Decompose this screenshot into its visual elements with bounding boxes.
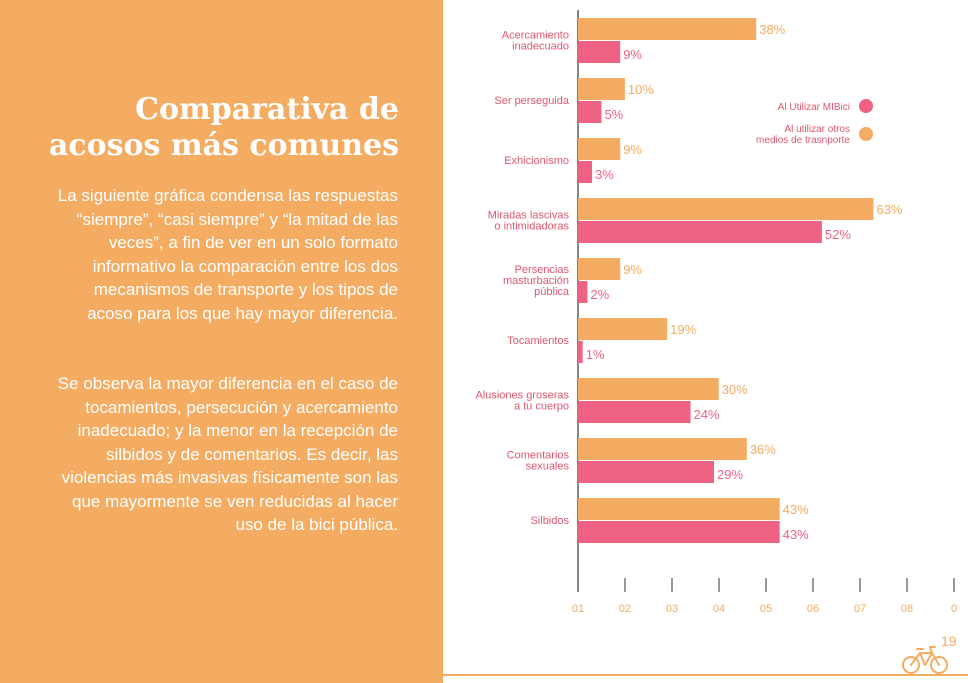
bar-otros-medios <box>578 18 757 40</box>
bar-mibici <box>578 341 583 363</box>
data-label-otros-medios: 9% <box>623 262 642 277</box>
bar-otros-medios <box>578 438 747 460</box>
category-label: Ser perseguida <box>494 95 569 107</box>
category-label: Comentarios <box>507 450 570 462</box>
intro-paragraph: La siguiente gráfica condensa las respue… <box>57 186 398 323</box>
data-label-mibici: 9% <box>623 47 642 62</box>
bar-mibici <box>578 461 715 483</box>
category-label: sexuales <box>526 461 570 473</box>
data-label-mibici: 1% <box>586 347 605 362</box>
category-label: a tu cuerpo <box>514 401 569 413</box>
legend-label-otros-medios: medios de trasnporte <box>756 135 850 146</box>
x-tick-label: 07 <box>854 603 866 615</box>
category-label: inadecuado <box>512 41 569 53</box>
category-label: Tocamientos <box>507 335 569 347</box>
data-label-mibici: 43% <box>783 527 809 542</box>
data-label-otros-medios: 10% <box>628 82 654 97</box>
category-label: Silbidos <box>530 515 569 527</box>
data-label-mibici: 52% <box>825 227 851 242</box>
bar-otros-medios <box>578 378 719 400</box>
page-number: 19 <box>941 633 957 649</box>
data-label-otros-medios: 63% <box>876 202 902 217</box>
bottom-divider <box>443 674 968 676</box>
bar-mibici <box>578 281 588 303</box>
left-panel: Comparativa de acosos más comunes La sig… <box>0 0 443 683</box>
data-label-otros-medios: 9% <box>623 142 642 157</box>
category-label: Exhicionismo <box>504 155 569 167</box>
category-label: masturbación <box>503 275 569 287</box>
data-label-mibici: 2% <box>590 287 609 302</box>
conclusion-paragraph: Se observa la mayor diferencia en el cas… <box>57 374 398 534</box>
x-tick-label: 02 <box>619 603 631 615</box>
legend-marker-otros-medios <box>859 127 873 141</box>
bar-mibici <box>578 401 691 423</box>
bar-otros-medios <box>578 78 625 100</box>
data-label-otros-medios: 30% <box>722 382 748 397</box>
category-label: Acercamiento <box>502 30 569 42</box>
data-label-mibici: 29% <box>717 467 743 482</box>
data-label-mibici: 5% <box>604 107 623 122</box>
category-label: Miradas lascivas <box>488 210 570 222</box>
x-tick-label: 04 <box>713 603 725 615</box>
bar-otros-medios <box>578 318 668 340</box>
x-tick-label: 06 <box>807 603 819 615</box>
bar-otros-medios <box>578 498 780 520</box>
legend-label-otros-medios: Al utilizar otros <box>784 124 850 135</box>
bar-otros-medios <box>578 138 621 160</box>
data-label-mibici: 24% <box>694 407 720 422</box>
bar-mibici <box>578 521 780 543</box>
data-label-otros-medios: 38% <box>759 22 785 37</box>
bar-mibici <box>578 41 621 63</box>
bar-otros-medios <box>578 198 874 220</box>
bar-mibici <box>578 161 593 183</box>
legend-label-mibici: Al Utilizar MIBici <box>778 102 850 113</box>
bicycle-icon <box>902 646 948 674</box>
category-label: pública <box>534 286 570 298</box>
data-label-otros-medios: 19% <box>670 322 696 337</box>
x-tick-label: 03 <box>666 603 678 615</box>
category-label: Alusiones groseras <box>475 390 569 402</box>
x-tick-label: 05 <box>760 603 772 615</box>
title-line-2: acosos más comunes <box>48 128 399 163</box>
x-tick-label: 08 <box>901 603 913 615</box>
bar-mibici <box>578 101 602 123</box>
title-line-1: Comparativa de <box>135 92 399 127</box>
bar-mibici <box>578 221 822 243</box>
data-label-otros-medios: 43% <box>783 502 809 517</box>
page-title: Comparativa de acosos más comunes <box>19 92 399 164</box>
data-label-otros-medios: 36% <box>750 442 776 457</box>
x-tick-label: 01 <box>572 603 584 615</box>
x-tick-label: 0 <box>951 603 957 615</box>
category-label: Persencias <box>515 264 570 276</box>
data-label-mibici: 3% <box>595 167 614 182</box>
bar-otros-medios <box>578 258 621 280</box>
harassment-bar-chart: 01 02 03 04 05 06 07 08 0 38% 9% Acercamientoinadec… <box>475 10 957 615</box>
legend-marker-mibici <box>859 99 873 113</box>
category-label: o intimidadoras <box>494 221 569 233</box>
